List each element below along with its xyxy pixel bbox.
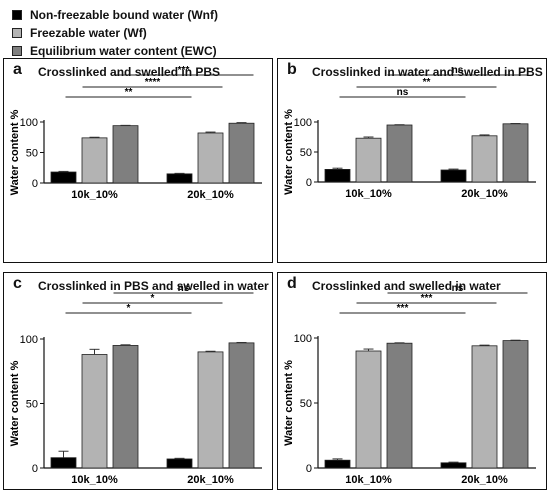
panel-letter-c: c (13, 275, 22, 292)
bar (386, 342, 413, 469)
bar (197, 132, 224, 184)
bar (228, 342, 255, 469)
y-tick-label: 50 (300, 398, 312, 410)
x-tick-label: 20k_10% (461, 188, 508, 200)
bar (355, 350, 382, 469)
panel-title-c: Crosslinked in PBS and swelled in water (38, 279, 269, 293)
bar (440, 462, 467, 469)
chart-panel-d: 0 50 100 Water content % 10k_10% 20k_10% *** **… (277, 272, 547, 490)
significance-label: *** (421, 293, 433, 304)
legend-label-ewc: Equilibrium water content (EWC) (30, 44, 217, 58)
legend-item-wnf: Non-freezable bound water (Wnf) (12, 6, 218, 24)
significance-label: ns (452, 283, 464, 294)
panel-title-d: Crosslinked and swelled in water (312, 279, 501, 293)
y-tick-label: 100 (294, 117, 312, 129)
bar (355, 137, 382, 183)
significance-label: ns (452, 65, 464, 76)
y-axis-title: Water content % (283, 109, 295, 195)
y-axis-title: Water content % (9, 109, 21, 195)
y-axis-title: Water content % (283, 360, 295, 446)
y-tick-label: 0 (32, 463, 38, 475)
bar (112, 345, 139, 469)
panel-title-a: Crosslinked and swelled in PBS (38, 65, 221, 79)
y-tick-label: 100 (20, 334, 38, 346)
y-tick-label: 50 (26, 399, 38, 411)
bar (228, 122, 255, 184)
y-tick-label: 100 (294, 333, 312, 345)
significance-label: *** (397, 303, 409, 314)
bar (502, 340, 529, 469)
panel-title-b: Crosslinked in water and swelled in PBS (312, 65, 543, 79)
legend-label-wf: Freezable water (Wf) (30, 26, 147, 40)
legend-label-wnf: Non-freezable bound water (Wnf) (30, 8, 218, 22)
legend-item-ewc: Equilibrium water content (EWC) (12, 42, 218, 60)
bar (50, 171, 77, 184)
legend-item-wf: Freezable water (Wf) (12, 24, 218, 42)
legend: Non-freezable bound water (Wnf) Freezabl… (12, 6, 218, 60)
bar (197, 351, 224, 469)
x-tick-label: 10k_10% (71, 189, 118, 201)
legend-swatch-ewc (12, 46, 22, 56)
bar (112, 125, 139, 184)
panel-letter-a: a (13, 61, 22, 78)
panel-letter-b: b (287, 61, 297, 78)
significance-label: ns (178, 283, 190, 294)
chart-panel-b: 0 50 100 Water content % 10k_10% 20k_10% ns ** n… (277, 58, 547, 263)
x-tick-label: 20k_10% (187, 474, 234, 486)
y-tick-label: 0 (306, 177, 312, 189)
significance-label: ns (397, 87, 409, 98)
y-tick-label: 0 (306, 463, 312, 475)
legend-swatch-wnf (12, 10, 22, 20)
significance-label: ** (125, 87, 133, 98)
significance-label: **** (145, 77, 161, 88)
bar (386, 124, 413, 183)
bar (324, 169, 351, 183)
bar (50, 457, 77, 469)
x-tick-label: 20k_10% (187, 189, 234, 201)
bar (502, 123, 529, 183)
significance-label: *** (178, 65, 190, 76)
chart-svg-d: 0 50 100 Water content % 10k_10% 20k_10% *** **… (283, 283, 536, 486)
bar (166, 173, 193, 184)
y-tick-label: 0 (32, 178, 38, 190)
bar (166, 458, 193, 469)
y-tick-label: 100 (20, 117, 38, 129)
bar (440, 169, 467, 183)
chart-panel-c: 0 50 100 Water content % 10k_10% 20k_10% * * ns … (3, 272, 273, 490)
chart-svg-c: 0 50 100 Water content % 10k_10% 20k_10% * * ns (9, 283, 262, 486)
significance-label: * (151, 293, 155, 304)
y-tick-label: 50 (300, 147, 312, 159)
y-axis-title: Water content % (9, 360, 21, 446)
bar (81, 354, 108, 469)
x-tick-label: 10k_10% (71, 474, 118, 486)
significance-label: * (127, 303, 131, 314)
x-tick-label: 20k_10% (461, 474, 508, 486)
legend-swatch-wf (12, 28, 22, 38)
bar (471, 345, 498, 469)
bar (324, 459, 351, 469)
bar (471, 135, 498, 183)
x-tick-label: 10k_10% (345, 188, 392, 200)
chart-panel-a: 0 50 100 Water content % 10k_10% 20k_10% ** ***… (3, 58, 273, 263)
significance-label: ** (423, 77, 431, 88)
x-tick-label: 10k_10% (345, 474, 392, 486)
panel-letter-d: d (287, 275, 297, 292)
y-tick-label: 50 (26, 148, 38, 160)
bar (81, 137, 108, 184)
